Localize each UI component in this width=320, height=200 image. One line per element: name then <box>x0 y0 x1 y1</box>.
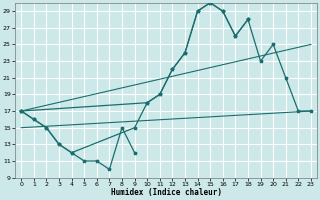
X-axis label: Humidex (Indice chaleur): Humidex (Indice chaleur) <box>111 188 221 197</box>
